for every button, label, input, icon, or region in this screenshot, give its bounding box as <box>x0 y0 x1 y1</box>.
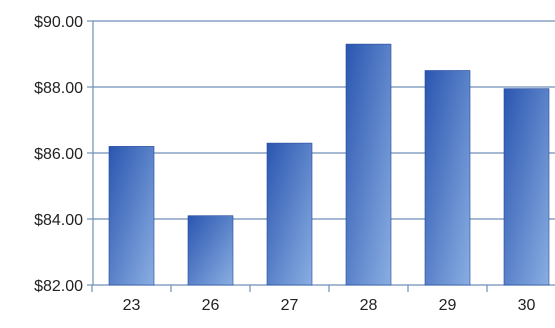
x-tick-label: 28 <box>360 297 378 314</box>
bar-28 <box>345 43 392 286</box>
bar-30 <box>503 88 550 286</box>
x-tick-label: 23 <box>123 297 141 314</box>
axis-layer <box>87 20 488 292</box>
x-tick-label: 26 <box>202 297 220 314</box>
x-tick-label: 27 <box>281 297 299 314</box>
x-tick-label: 30 <box>518 297 536 314</box>
bar-29 <box>424 70 471 286</box>
y-tick-label: $82.00 <box>34 278 83 295</box>
y-axis-tick-labels: $82.00 $84.00 $86.00 $88.00 $90.00 <box>34 14 83 295</box>
y-tick-label: $84.00 <box>34 212 83 229</box>
grid-layer <box>93 20 555 286</box>
bar-23 <box>108 146 155 286</box>
y-tick-label: $90.00 <box>34 14 83 31</box>
x-tick-label: 29 <box>439 297 457 314</box>
x-axis-tick-labels: 23 26 27 28 29 30 <box>123 297 536 314</box>
bar-27 <box>266 142 313 286</box>
y-tick-label: $86.00 <box>34 146 83 163</box>
bar-26 <box>187 215 234 286</box>
y-tick-label: $88.00 <box>34 80 83 97</box>
bars-layer <box>108 43 550 286</box>
